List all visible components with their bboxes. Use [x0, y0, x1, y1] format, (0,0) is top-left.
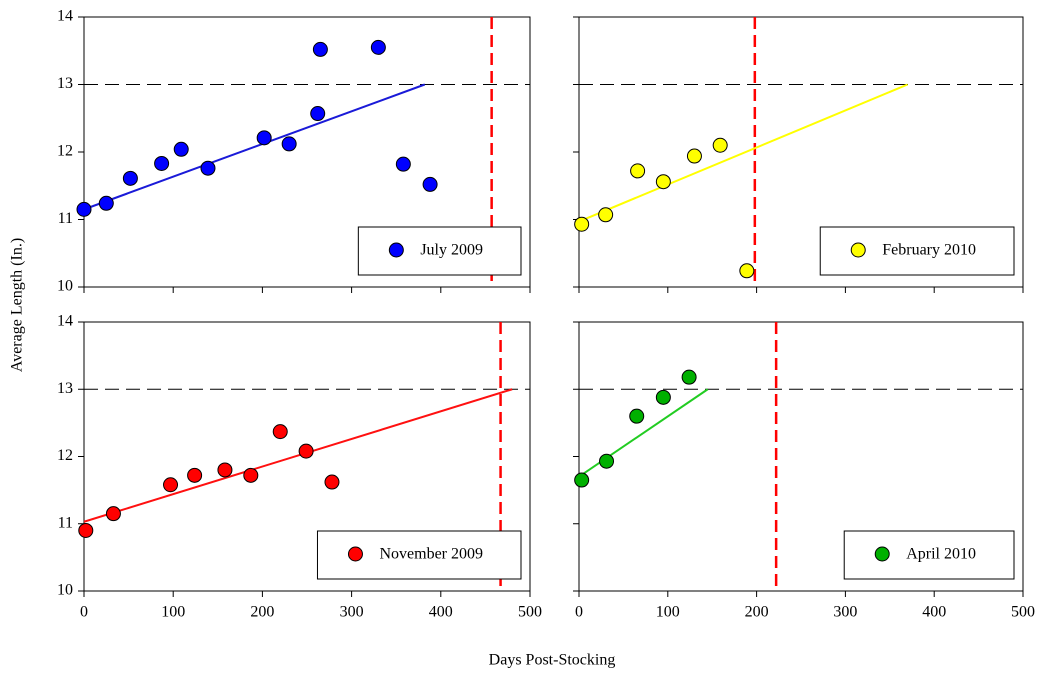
data-point	[298, 443, 314, 459]
data-point	[154, 155, 170, 171]
legend-marker	[388, 242, 404, 258]
fit-line	[578, 388, 709, 478]
legend-label: February 2010	[882, 242, 976, 259]
y-tick-label: 13	[57, 75, 73, 92]
fit-line	[83, 83, 426, 211]
legend-label: November 2009	[379, 546, 483, 563]
data-point	[655, 174, 671, 190]
data-point	[98, 195, 114, 211]
y-tick-label: 10	[57, 582, 73, 599]
x-axis-label: Days Post-Stocking	[489, 652, 616, 669]
data-point	[256, 130, 272, 146]
data-point	[686, 148, 702, 164]
y-tick-label: 12	[57, 143, 73, 160]
legend-marker	[850, 242, 866, 258]
y-tick-label: 13	[57, 380, 73, 397]
data-point	[422, 176, 438, 192]
data-point	[76, 201, 92, 217]
y-tick-label: 14	[57, 8, 73, 25]
legend-label: July 2009	[420, 242, 483, 259]
data-point	[655, 389, 671, 405]
data-point	[574, 472, 590, 488]
data-point	[630, 163, 646, 179]
y-tick-label: 11	[58, 210, 73, 227]
y-tick-label: 11	[58, 514, 73, 531]
data-point	[598, 207, 614, 223]
x-tick-label: 0	[80, 604, 88, 621]
data-point	[324, 474, 340, 490]
data-point	[281, 136, 297, 152]
data-point	[78, 522, 94, 538]
legend-box	[843, 530, 1015, 580]
data-point	[122, 170, 138, 186]
data-point	[187, 467, 203, 483]
data-point	[712, 137, 728, 153]
data-point	[163, 477, 179, 493]
data-point	[370, 39, 386, 55]
x-tick-label: 400	[429, 604, 453, 621]
data-point	[599, 453, 615, 469]
data-point	[574, 216, 590, 232]
x-tick-label: 0	[575, 604, 583, 621]
data-point	[310, 106, 326, 122]
x-tick-label: 500	[1011, 604, 1035, 621]
legend-marker	[874, 546, 890, 562]
data-point	[173, 141, 189, 157]
data-point	[200, 160, 216, 176]
data-point	[681, 369, 697, 385]
x-tick-label: 200	[745, 604, 769, 621]
data-point	[272, 424, 288, 440]
y-tick-label: 12	[57, 447, 73, 464]
x-tick-label: 300	[340, 604, 364, 621]
legend-label: April 2010	[906, 546, 976, 563]
x-tick-label: 500	[518, 604, 542, 621]
data-point	[243, 467, 259, 483]
data-point	[629, 408, 645, 424]
legend-box	[357, 226, 522, 276]
y-tick-label: 14	[57, 313, 73, 330]
data-point	[312, 41, 328, 57]
y-axis-label: Average Length (In.)	[9, 238, 26, 372]
x-tick-label: 100	[161, 604, 185, 621]
data-point	[217, 462, 233, 478]
x-tick-label: 200	[250, 604, 274, 621]
data-point	[395, 156, 411, 172]
x-tick-label: 100	[656, 604, 680, 621]
data-point	[105, 506, 121, 522]
data-point	[739, 263, 755, 279]
fit-line	[578, 83, 908, 223]
x-tick-label: 400	[922, 604, 946, 621]
legend-marker	[347, 546, 363, 562]
y-tick-label: 10	[57, 278, 73, 295]
fit-line	[83, 388, 513, 523]
x-tick-label: 300	[833, 604, 857, 621]
